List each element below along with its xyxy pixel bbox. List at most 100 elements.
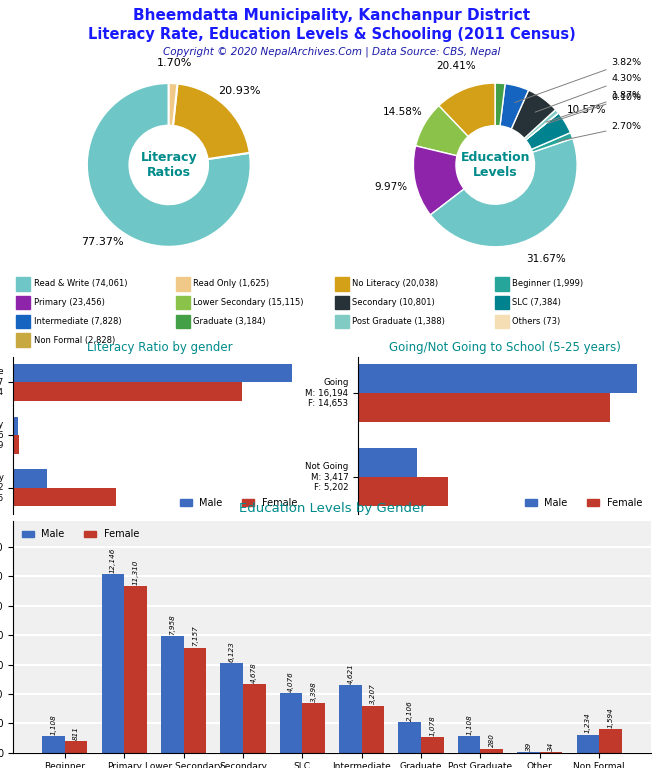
Wedge shape (524, 110, 558, 140)
Wedge shape (87, 83, 250, 247)
Bar (335, 296, 349, 310)
Bar (176, 315, 190, 328)
Bar (495, 277, 509, 290)
Bar (176, 296, 190, 310)
Text: 20.93%: 20.93% (218, 86, 261, 96)
Text: 20.41%: 20.41% (436, 61, 475, 71)
Bar (65, 740, 88, 753)
Title: Literacy Ratio by gender: Literacy Ratio by gender (87, 341, 232, 354)
Text: 34: 34 (548, 742, 554, 751)
Text: 0.10%: 0.10% (547, 93, 641, 124)
Legend: Male, Female: Male, Female (521, 494, 646, 511)
Wedge shape (414, 146, 464, 215)
Wedge shape (531, 133, 573, 152)
Text: 11,310: 11,310 (133, 560, 139, 585)
Wedge shape (439, 83, 495, 137)
Bar (13, 364, 291, 382)
Wedge shape (416, 106, 468, 156)
Bar (398, 722, 421, 753)
Wedge shape (430, 138, 577, 247)
Bar (13, 469, 47, 488)
Text: 4,678: 4,678 (251, 662, 257, 683)
Text: SLC (7,384): SLC (7,384) (512, 298, 560, 307)
Text: Intermediate (7,828): Intermediate (7,828) (34, 317, 122, 326)
Bar (102, 574, 124, 753)
Text: Beginner (1,999): Beginner (1,999) (512, 280, 583, 288)
Text: 3,207: 3,207 (370, 684, 376, 704)
Bar (359, 393, 610, 422)
Bar (176, 277, 190, 290)
Text: Lower Secondary (15,115): Lower Secondary (15,115) (193, 298, 303, 307)
Text: 1,108: 1,108 (466, 714, 472, 735)
Bar (481, 749, 503, 753)
Text: 7,958: 7,958 (169, 614, 175, 634)
Text: 10.57%: 10.57% (566, 104, 606, 114)
Bar (421, 737, 444, 753)
Bar (13, 382, 242, 401)
Text: 14.58%: 14.58% (383, 107, 423, 117)
Bar (17, 333, 31, 347)
Bar (183, 647, 206, 753)
Text: 9.97%: 9.97% (374, 182, 408, 192)
Bar (243, 684, 266, 753)
Bar (362, 706, 384, 753)
Text: Non Formal (2,828): Non Formal (2,828) (34, 336, 115, 345)
Text: Education
Levels: Education Levels (461, 151, 530, 179)
Bar (13, 435, 19, 454)
Bar (17, 296, 31, 310)
Text: 12,146: 12,146 (110, 548, 116, 573)
Legend: Male, Female: Male, Female (18, 525, 143, 543)
Title: Education Levels by Gender: Education Levels by Gender (238, 502, 426, 515)
Text: 4,076: 4,076 (288, 670, 294, 692)
Wedge shape (526, 113, 558, 140)
Text: 1.70%: 1.70% (157, 58, 192, 68)
Bar (302, 703, 325, 753)
Text: 4.30%: 4.30% (535, 74, 641, 112)
Bar (17, 277, 31, 290)
Bar (458, 737, 481, 753)
Wedge shape (511, 90, 556, 138)
Text: Secondary (10,801): Secondary (10,801) (353, 298, 435, 307)
Text: 811: 811 (73, 726, 79, 740)
Wedge shape (495, 83, 505, 126)
Legend: Male, Female: Male, Female (176, 494, 301, 511)
Text: Bheemdatta Municipality, Kanchanpur District: Bheemdatta Municipality, Kanchanpur Dist… (133, 8, 531, 23)
Bar (495, 296, 509, 310)
Text: 31.67%: 31.67% (526, 253, 566, 263)
Bar (13, 416, 19, 435)
Text: Graduate (3,184): Graduate (3,184) (193, 317, 266, 326)
Bar (42, 737, 65, 753)
Bar (576, 734, 599, 753)
Text: No Literacy (20,038): No Literacy (20,038) (353, 280, 438, 288)
Bar (339, 685, 362, 753)
Title: Going/Not Going to School (5-25 years): Going/Not Going to School (5-25 years) (388, 341, 620, 354)
Bar (335, 277, 349, 290)
Text: Read Only (1,625): Read Only (1,625) (193, 280, 269, 288)
Bar (359, 477, 448, 506)
Bar (280, 693, 302, 753)
Text: 1.87%: 1.87% (546, 91, 641, 122)
Text: 280: 280 (489, 733, 495, 747)
Text: Read & Write (74,061): Read & Write (74,061) (34, 280, 127, 288)
Wedge shape (500, 84, 529, 129)
Text: 77.37%: 77.37% (80, 237, 124, 247)
Bar (599, 730, 622, 753)
Text: Literacy Rate, Education Levels & Schooling (2011 Census): Literacy Rate, Education Levels & School… (88, 27, 576, 41)
Bar (359, 448, 417, 477)
Text: 39: 39 (525, 742, 531, 751)
Text: Post Graduate (1,388): Post Graduate (1,388) (353, 317, 446, 326)
Bar (495, 315, 509, 328)
Bar (335, 315, 349, 328)
Bar (13, 488, 116, 506)
Wedge shape (526, 113, 570, 150)
Text: 3.82%: 3.82% (515, 58, 641, 102)
Bar (124, 587, 147, 753)
Text: 7,157: 7,157 (192, 626, 198, 647)
Wedge shape (173, 84, 250, 159)
Bar (359, 364, 637, 393)
Text: 3,398: 3,398 (311, 680, 317, 701)
Text: 1,108: 1,108 (50, 714, 56, 735)
Text: 2.70%: 2.70% (558, 122, 641, 141)
Text: 4,621: 4,621 (347, 663, 353, 684)
Text: Copyright © 2020 NepalArchives.Com | Data Source: CBS, Nepal: Copyright © 2020 NepalArchives.Com | Dat… (163, 47, 501, 58)
